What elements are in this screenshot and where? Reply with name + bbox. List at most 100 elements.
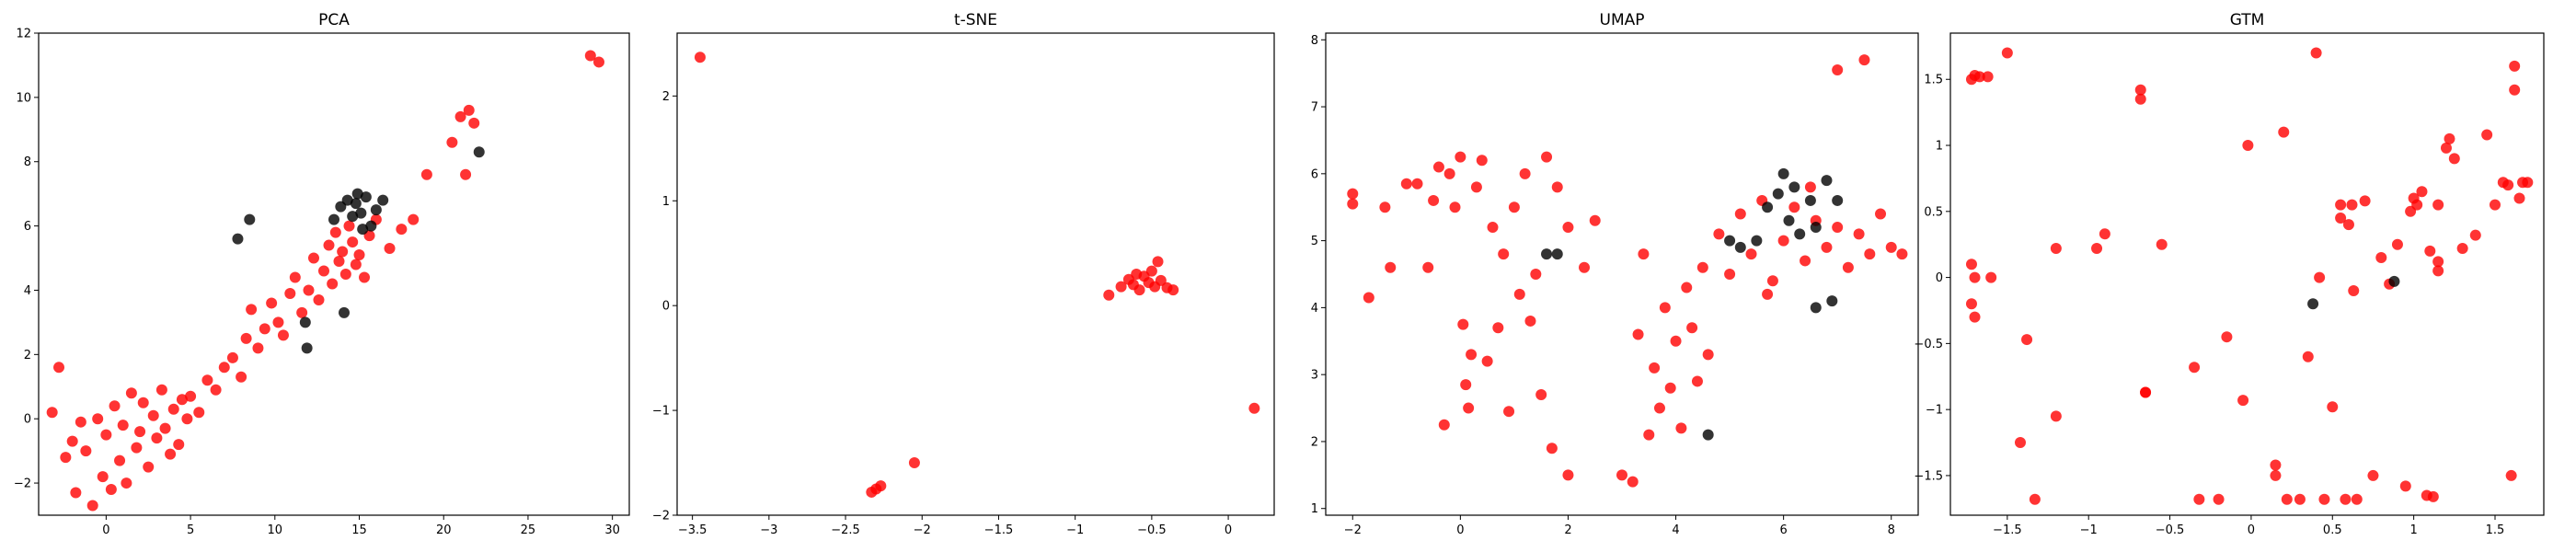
data-point [446,136,458,148]
data-point [1460,379,1472,391]
data-point [2302,351,2314,362]
x-tick-label: 20 [436,523,452,537]
data-point [1638,248,1650,260]
panel-title: GTM [2230,11,2265,29]
data-point [875,480,887,492]
data-point [1632,328,1644,340]
data-point [201,374,213,386]
data-point [299,316,311,328]
data-point [2335,199,2347,211]
x-tick-label: 30 [604,523,620,537]
data-point [468,117,480,129]
data-point [317,265,329,277]
y-tick-label: −1.5 [1914,469,1943,483]
x-tick-label: 1.5 [2486,523,2505,537]
data-point [2427,490,2439,502]
data-point [143,461,155,473]
data-point [46,407,58,419]
y-tick-label: 4 [1311,302,1318,316]
data-point [2001,47,2013,59]
data-point [1649,362,1661,374]
data-point [350,198,362,210]
y-tick-label: 1 [662,195,670,209]
data-point [1664,382,1676,394]
data-point [134,426,146,438]
data-point [2156,238,2168,250]
data-point [2294,493,2306,505]
data-point [1969,311,1981,323]
data-point [1864,248,1876,260]
data-point [1810,222,1822,234]
data-point [1498,248,1510,260]
data-point [1973,71,1985,83]
data-point [266,297,278,309]
data-point [2050,410,2062,422]
data-point [2399,480,2411,492]
data-point [1670,335,1682,347]
data-point [420,168,432,180]
data-point [1794,228,1806,240]
series-1 [1541,167,1844,441]
data-point [131,442,143,454]
data-point [2213,493,2225,505]
data-point [244,213,256,225]
data-point [323,239,335,251]
panel-title: PCA [318,11,350,29]
x-tick-label: −1.5 [984,523,1014,537]
data-point [1842,261,1854,273]
data-point [259,323,270,335]
data-point [277,329,289,341]
data-point [1965,298,1977,310]
y-tick-label: −1 [1926,404,1943,418]
data-point [327,278,339,290]
plot-area [676,32,1275,516]
data-point [70,487,82,499]
data-point [1821,175,1833,187]
x-tick-label: −1.5 [1993,523,2022,537]
data-point [1832,64,1844,76]
data-point [1762,201,1774,213]
data-point [2270,459,2282,471]
data-point [2505,469,2517,481]
y-tick-label: 0 [1936,271,1943,285]
data-point [159,422,171,434]
x-tick-label: 0 [102,523,109,537]
data-point [2221,331,2233,343]
data-point [2237,395,2249,407]
plot-area [38,32,630,516]
data-point [2340,493,2352,505]
plot-area [1949,32,2545,516]
data-point [1702,349,1714,361]
data-point [97,471,109,483]
panel-title: t-SNE [954,11,997,29]
data-point [1152,256,1164,268]
data-point [2140,386,2152,398]
data-point [2348,284,2360,296]
data-point [1653,402,1665,414]
data-point [1627,476,1639,488]
data-point [1896,248,1908,260]
data-point [1766,275,1778,287]
data-point [284,287,296,299]
x-tick-label: 1 [2409,523,2417,537]
data-point [1681,282,1693,293]
data-point [2307,298,2319,310]
x-tick-label: 6 [1779,523,1787,537]
pca-panel: PCA 0 5 10 15 20 25 30 −2 0 2 4 6 8 10 12 [14,11,630,537]
data-point [1457,318,1469,330]
data-point [165,448,177,460]
data-point [193,407,205,419]
x-tick-label: −3 [760,523,777,537]
data-point [347,236,359,248]
data-point [1470,181,1482,193]
series-1 [232,146,485,354]
data-point [454,110,466,122]
data-point [2346,199,2358,211]
y-tick-label: 2 [1311,435,1318,449]
data-point [303,284,315,296]
data-point [359,271,371,283]
data-point [2050,243,2062,255]
data-point [351,188,363,200]
data-point [92,413,104,425]
